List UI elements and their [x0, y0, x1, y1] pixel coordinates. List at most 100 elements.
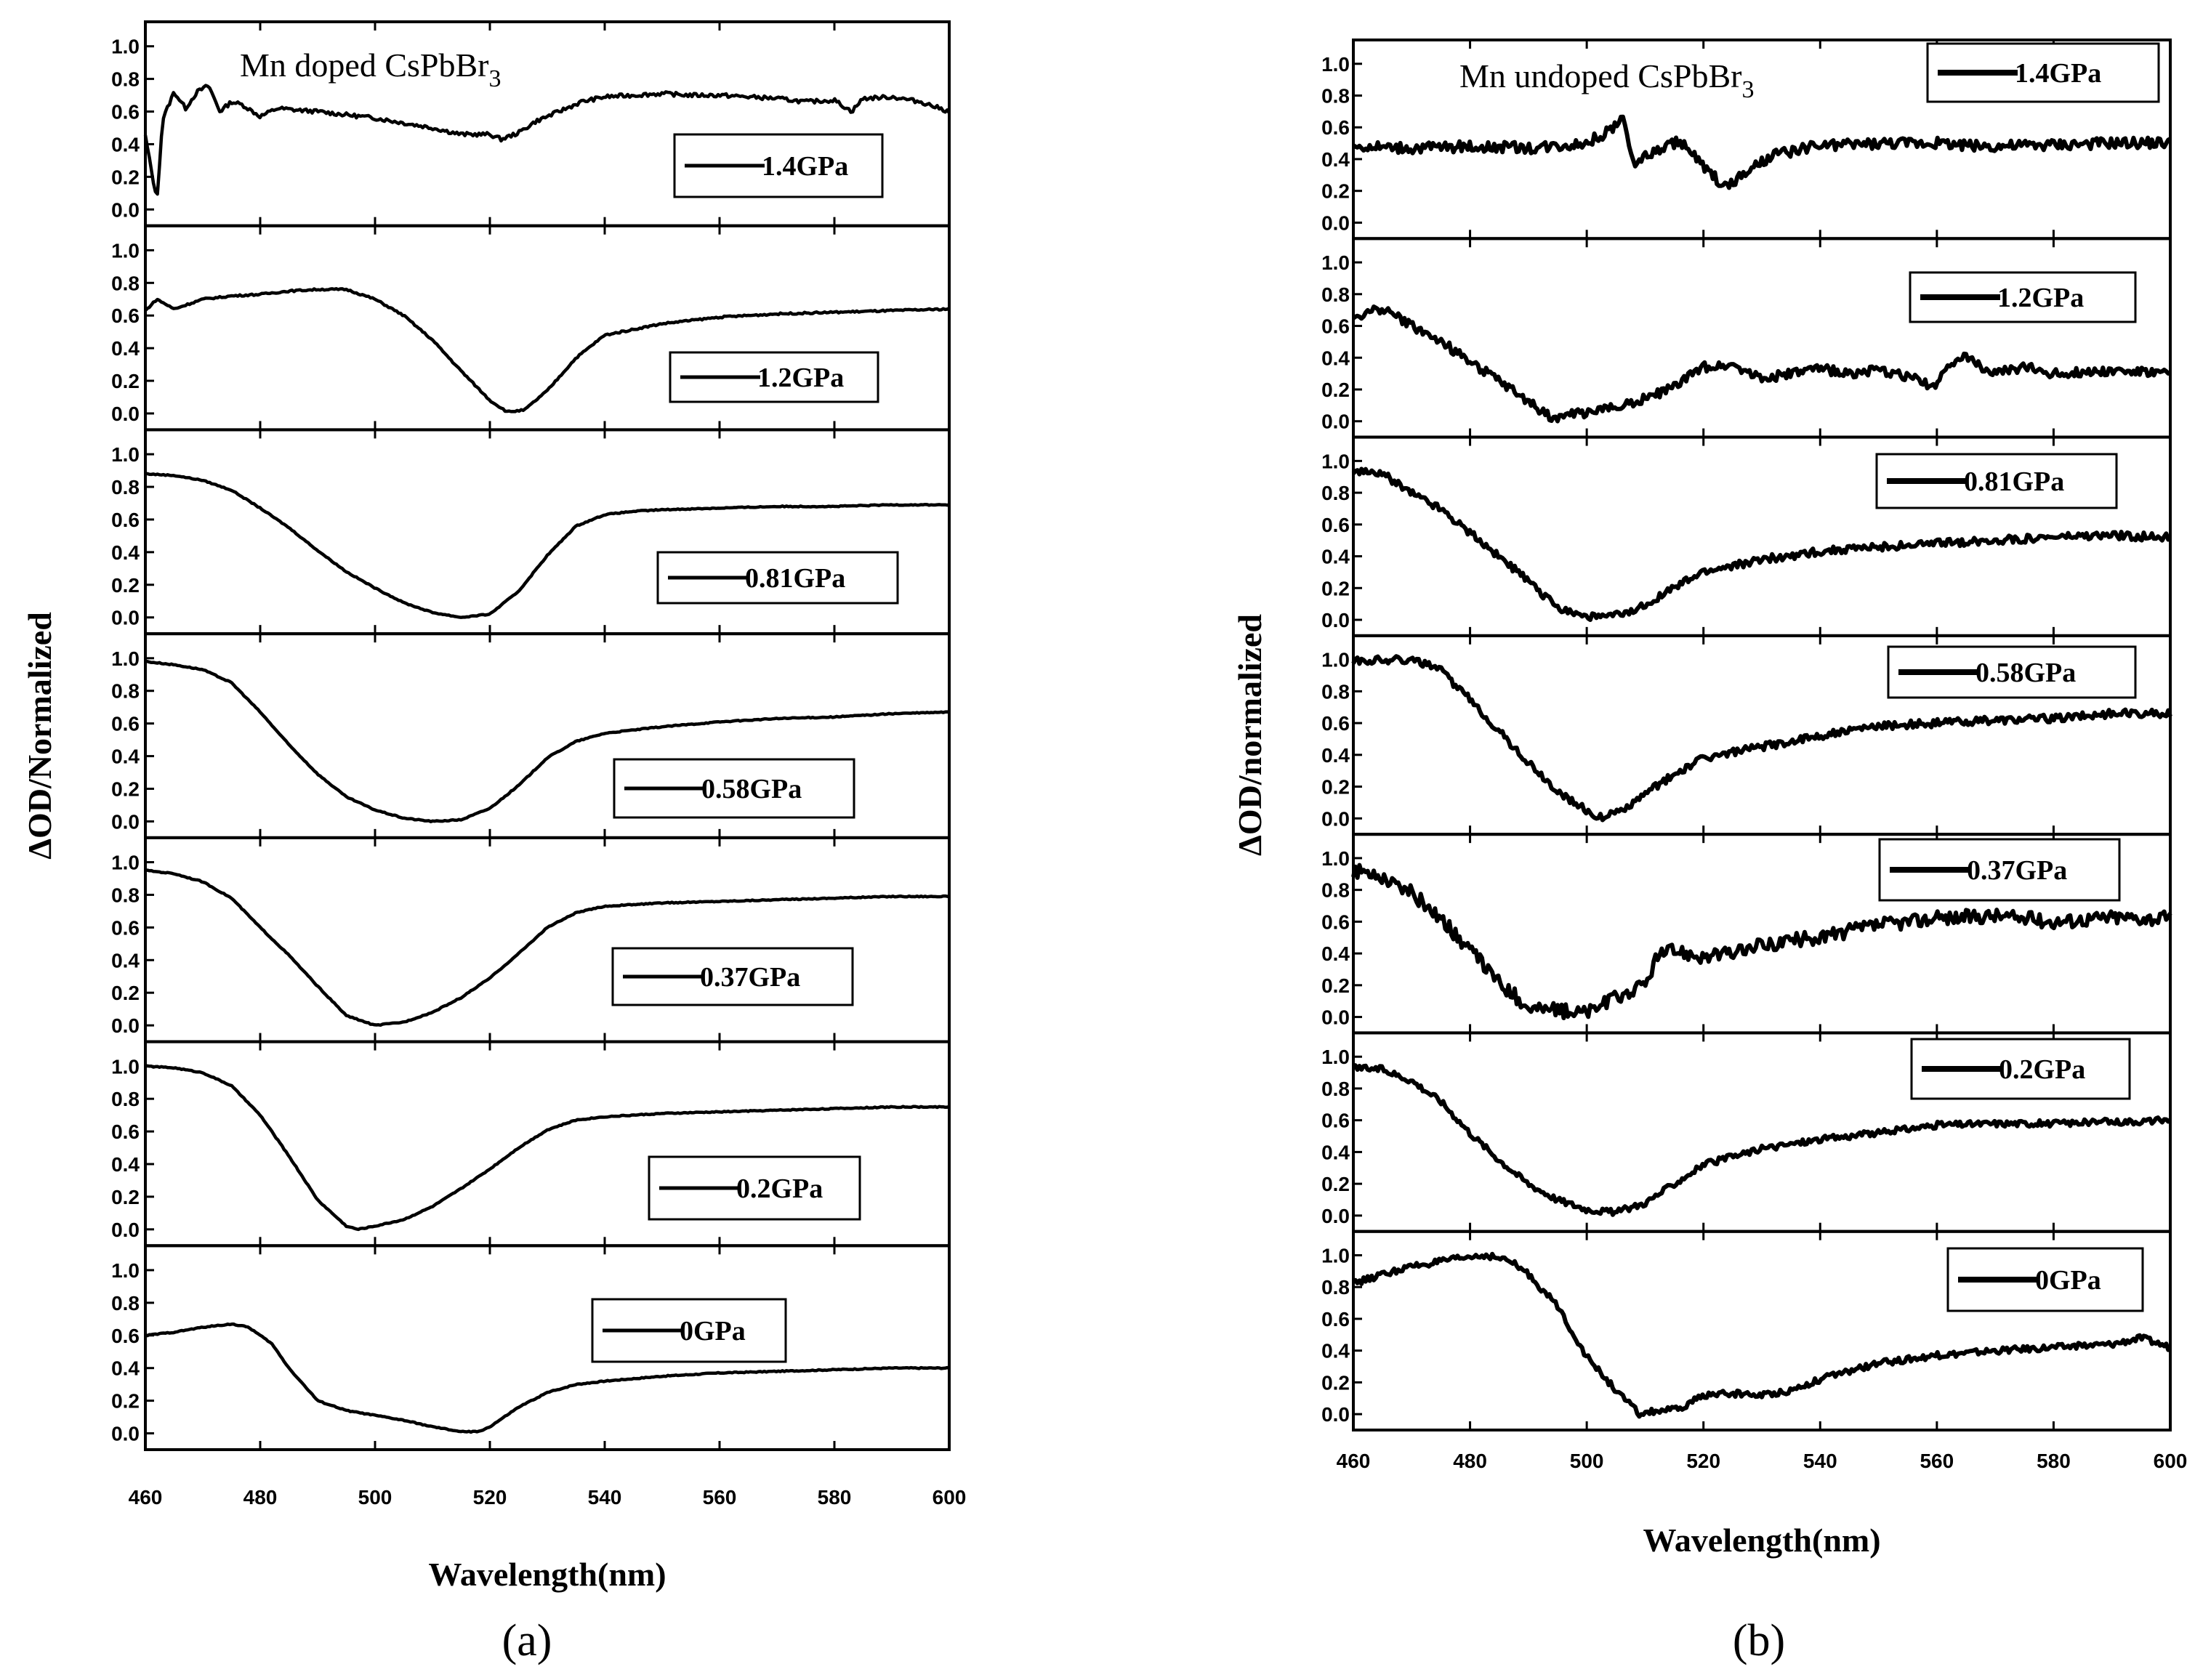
y-tick-label: 0.4 [111, 133, 140, 156]
subplot-0.58GPa: 0.0 0.2 0.4 0.6 0.8 1.0 0.58GPa [1321, 634, 2172, 836]
legend-label: 1.2GPa [757, 363, 844, 393]
series-line-0GPa [145, 1322, 950, 1434]
y-tick-label: 0.0 [1321, 211, 1350, 234]
x-tick-label: 460 [129, 1486, 163, 1509]
y-tick-label: 0.8 [1321, 85, 1350, 108]
legend-0.2GPa: 0.2GPa [648, 1155, 861, 1221]
series-line-1.4GPa [143, 84, 951, 196]
y-tick-label: 0.4 [111, 949, 140, 972]
x-axis-title: Wavelength(nm) [428, 1556, 666, 1593]
subplot-1.4GPa: 0.0 0.2 0.4 0.6 0.8 1.0 1.4GPa [1321, 39, 2172, 241]
y-tick-label: 0.8 [111, 1292, 140, 1314]
y-tick-label: 0.6 [111, 1120, 140, 1143]
x-tick-label: 540 [588, 1486, 622, 1509]
y-tick-label: 1.0 [111, 36, 140, 58]
y-tick-label: 0.4 [1321, 942, 1350, 965]
y-tick-label: 0.6 [1321, 514, 1350, 536]
series-line-0.37GPa [145, 868, 950, 1027]
x-tick-label: 460 [1337, 1450, 1371, 1472]
legend-label: 1.4GPa [2015, 58, 2101, 89]
legend-label: 0.37GPa [700, 962, 800, 993]
y-axis-title: ΔOD/normalized [1231, 614, 1268, 856]
y-tick-label: 0.0 [111, 1219, 140, 1241]
panel-annotation: Mn doped CsPbBr3 [240, 47, 501, 92]
x-tick-label: 520 [1686, 1450, 1720, 1472]
y-tick-label: 1.0 [1321, 450, 1350, 472]
legend-0.58GPa: 0.58GPa [613, 758, 855, 819]
legend-label: 0.2GPa [736, 1174, 823, 1204]
series-line-1.4GPa [1352, 114, 2172, 190]
y-tick-label: 0.8 [111, 680, 140, 703]
y-tick-label: 1.0 [1321, 649, 1350, 671]
y-tick-label: 0.2 [1321, 974, 1350, 997]
legend-1.4GPa: 1.4GPa [673, 133, 884, 198]
y-tick-label: 0.0 [111, 1423, 140, 1445]
series-line-1.2GPa [144, 287, 950, 413]
y-tick-label: 0.4 [111, 1153, 140, 1176]
legend-0.58GPa: 0.58GPa [1887, 645, 2137, 699]
subplot-0.37GPa: 0.0 0.2 0.4 0.6 0.8 1.0 0.37GPa [1321, 833, 2172, 1035]
legend-0GPa: 0GPa [1946, 1247, 2144, 1312]
y-tick-label: 0.4 [111, 541, 140, 564]
y-tick-label: 0.0 [1321, 807, 1350, 830]
legend-0.81GPa: 0.81GPa [1875, 453, 2118, 509]
x-tick-label: 580 [818, 1486, 852, 1509]
y-tick-label: 0.2 [111, 1390, 140, 1413]
legend-0.37GPa: 0.37GPa [611, 947, 854, 1006]
x-tick-label: 560 [703, 1486, 737, 1509]
x-tick-label: 480 [1453, 1450, 1487, 1472]
legend-1.2GPa: 1.2GPa [1909, 271, 2137, 323]
y-tick-label: 1.0 [111, 1259, 140, 1282]
y-tick-label: 0.2 [111, 1186, 140, 1208]
y-tick-label: 1.0 [111, 239, 140, 262]
y-tick-label: 0.4 [1321, 744, 1350, 767]
series-line-0.2GPa [1353, 1062, 2172, 1217]
y-tick-label: 1.0 [1321, 251, 1350, 274]
x-axis-title: Wavelength(nm) [1643, 1522, 1880, 1559]
series-line-0.81GPa [1351, 467, 2172, 622]
series-line-0.37GPa [1351, 863, 2172, 1020]
x-tick-label: 500 [358, 1486, 392, 1509]
legend-label: 1.2GPa [1997, 283, 2084, 313]
y-tick-label: 0.2 [1321, 1371, 1350, 1394]
y-tick-label: 0.0 [111, 1014, 140, 1037]
panel-b: 0.00.20.40.60.81.0 1.4GPa0.00.20.40.60.81… [1231, 39, 2187, 1665]
y-tick-label: 0.6 [1321, 1110, 1350, 1132]
legend-0.2GPa: 0.2GPa [1910, 1038, 2131, 1100]
series-line-0.2GPa [145, 1064, 950, 1232]
x-tick-label: 580 [2037, 1450, 2071, 1472]
y-tick-label: 0.6 [111, 713, 140, 735]
y-tick-label: 0.8 [1321, 1276, 1350, 1299]
y-tick-label: 0.2 [1321, 180, 1350, 203]
legend-label: 1.4GPa [762, 151, 848, 182]
y-tick-label: 0.4 [1321, 1340, 1350, 1362]
y-tick-label: 0.0 [1321, 1006, 1350, 1029]
y-tick-label: 1.0 [111, 647, 140, 670]
y-tick-label: 0.8 [111, 884, 140, 906]
y-tick-label: 0.2 [111, 370, 140, 392]
legend-label: 0.2GPa [1999, 1054, 2085, 1085]
x-tick-label: 480 [243, 1486, 278, 1509]
y-tick-label: 0.6 [1321, 712, 1350, 735]
legend-label: 0.37GPa [1967, 855, 2067, 886]
y-tick-label: 0.0 [1321, 609, 1350, 631]
y-tick-label: 0.6 [1321, 910, 1350, 933]
y-tick-label: 0.6 [111, 509, 140, 531]
x-tick-label: 520 [473, 1486, 507, 1509]
series-line-0.81GPa [145, 472, 950, 619]
y-tick-label: 0.8 [1321, 680, 1350, 703]
subplot-0.2GPa: 0.0 0.2 0.4 0.6 0.8 1.0 0.2GPa [1321, 1031, 2172, 1233]
y-tick-label: 1.0 [1321, 847, 1350, 870]
annotation-subscript: 3 [488, 65, 501, 92]
y-tick-label: 0.4 [1321, 546, 1350, 568]
panel-annotation: Mn undoped CsPbBr3 [1459, 57, 1754, 103]
y-tick-label: 0.2 [1321, 776, 1350, 799]
y-tick-label: 1.0 [1321, 1046, 1350, 1068]
subplot-0GPa: 0.0 0.2 0.4 0.6 0.8 1.0 0GPa [1321, 1229, 2172, 1431]
y-tick-label: 0.4 [1321, 1141, 1350, 1163]
y-tick-label: 0.0 [111, 607, 140, 629]
legend-label: 0.58GPa [1976, 658, 2076, 688]
panel-a: 0.0 0.2 0.4 0.6 0.8 1.0 1.4GPa 0.0 0.2 0.4 0.6 0.8 1… [21, 20, 966, 1665]
